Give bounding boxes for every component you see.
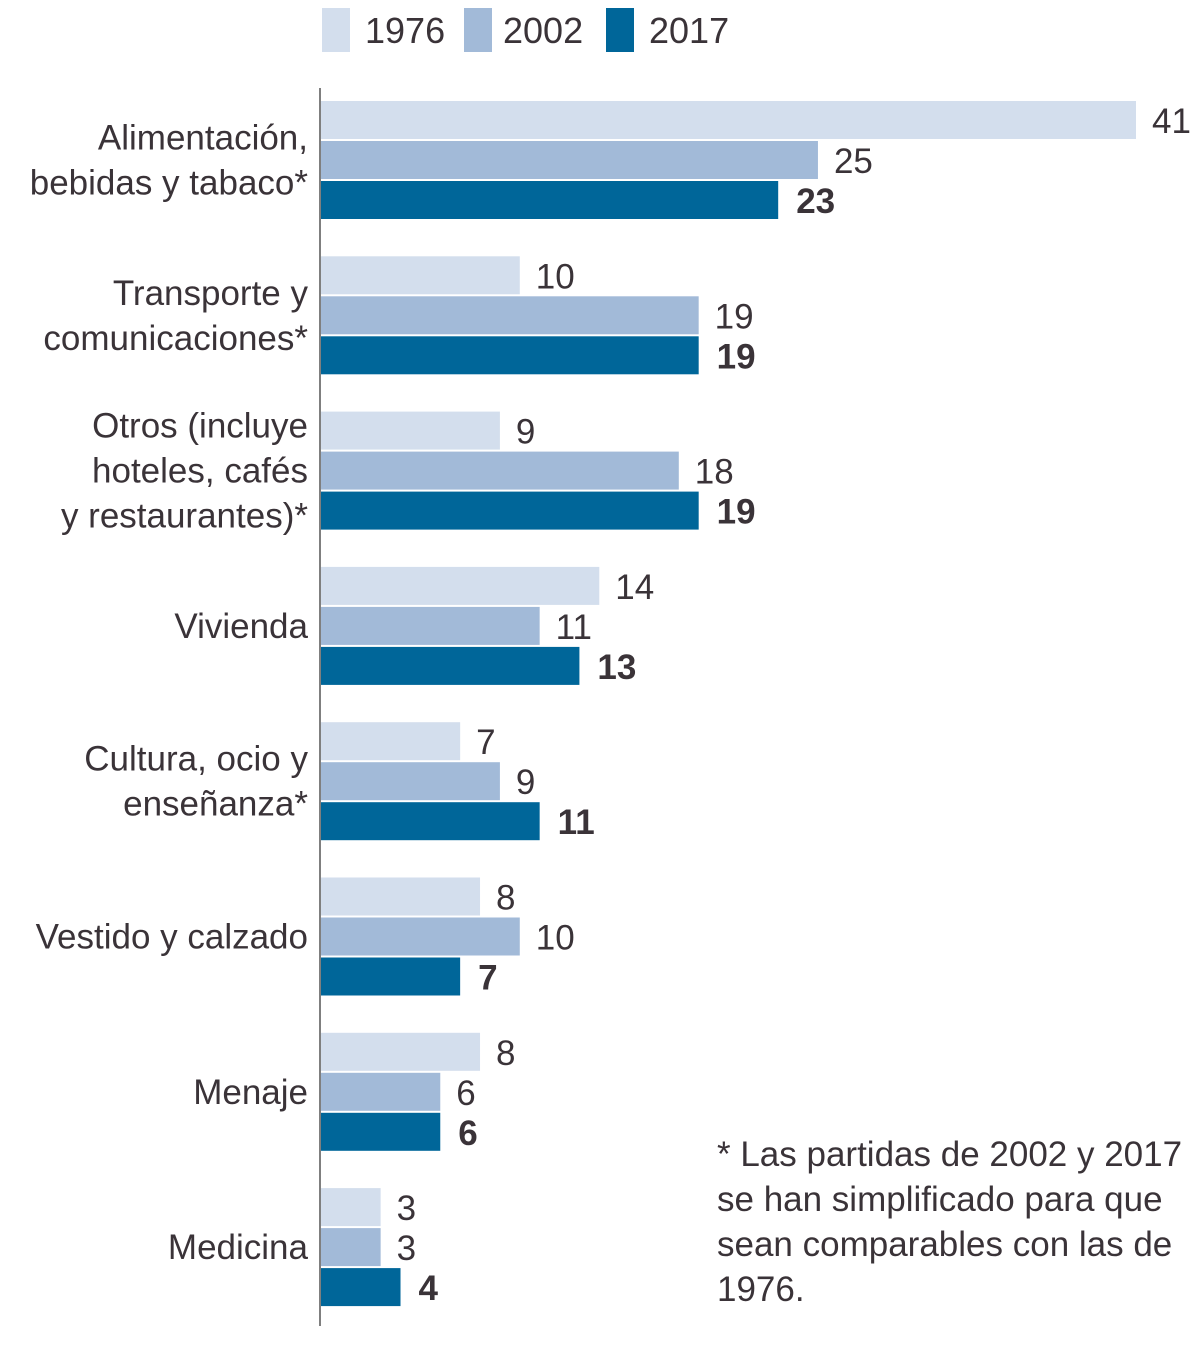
- bar-2002-0: [321, 141, 818, 179]
- bar-2017-1: [321, 336, 699, 375]
- bar-1976-0: [321, 101, 1136, 139]
- legend-swatch-2002: [464, 8, 492, 52]
- bar-1976-1: [321, 256, 520, 295]
- bar-1976-7: [321, 1188, 381, 1227]
- bar-2002-2: [321, 451, 679, 490]
- category-label-5-line-0: Vestido y calzado: [36, 918, 308, 957]
- footnote: * Las partidas de 2002 y 2017 se han sim…: [717, 1135, 1183, 1309]
- value-label-2002-4: 9: [516, 763, 535, 802]
- bar-1976-3: [321, 566, 600, 605]
- bar-2002-7: [321, 1228, 381, 1267]
- value-label-1976-3: 14: [615, 568, 654, 607]
- bar-2002-3: [321, 606, 540, 645]
- value-label-1976-0: 41: [1152, 102, 1191, 141]
- value-label-2017-2: 19: [717, 493, 756, 532]
- category-label-6-line-0: Menaje: [193, 1073, 308, 1112]
- bar-2017-6: [321, 1112, 441, 1151]
- bar-2017-5: [321, 957, 461, 996]
- bar-2017-3: [321, 646, 580, 685]
- value-label-2002-3: 11: [556, 608, 592, 647]
- bar-1976-2: [321, 411, 500, 450]
- bar-1976-5: [321, 877, 481, 916]
- category-label-1-line-1: comunicaciones*: [43, 319, 308, 358]
- legend-label-2017: 2017: [649, 10, 729, 51]
- bar-2017-2: [321, 491, 699, 530]
- value-label-2017-5: 7: [478, 959, 497, 998]
- bar-2017-4: [321, 802, 540, 841]
- category-label-1-line-0: Transporte y: [113, 274, 309, 313]
- legend-swatch-2017: [606, 8, 634, 52]
- value-label-2002-1: 19: [715, 297, 754, 336]
- bar-2002-4: [321, 762, 500, 801]
- value-label-2002-6: 6: [456, 1074, 475, 1113]
- value-label-2002-7: 3: [397, 1229, 416, 1268]
- bar-2017-0: [321, 181, 779, 219]
- bar-2002-6: [321, 1072, 441, 1111]
- bar-1976-4: [321, 722, 461, 761]
- category-label-4-line-0: Cultura, ocio y: [84, 740, 308, 779]
- legend: 1976 2002 2017: [322, 8, 729, 52]
- value-label-2002-2: 18: [695, 453, 734, 492]
- category-label-3-line-0: Vivienda: [174, 607, 308, 646]
- value-label-2002-0: 25: [834, 142, 873, 181]
- value-label-1976-6: 8: [496, 1034, 515, 1073]
- category-label-4-line-1: enseñanza*: [123, 785, 308, 824]
- legend-swatch-1976: [322, 8, 350, 52]
- value-label-1976-1: 10: [536, 257, 575, 296]
- value-label-1976-4: 7: [476, 723, 495, 762]
- category-label-0-line-0: Alimentación,: [98, 119, 308, 158]
- bar-2002-5: [321, 917, 520, 956]
- legend-label-2002: 2002: [503, 10, 583, 51]
- legend-label-1976: 1976: [365, 10, 445, 51]
- category-label-2-line-1: hoteles, cafés: [92, 452, 308, 491]
- bar-2017-7: [321, 1268, 401, 1307]
- category-label-0-line-1: bebidas y tabaco*: [30, 164, 309, 203]
- bar-1976-6: [321, 1032, 481, 1071]
- value-label-2017-4: 11: [558, 803, 595, 842]
- value-label-2017-1: 19: [717, 337, 756, 376]
- value-label-2017-0: 23: [796, 182, 835, 221]
- value-label-2017-6: 6: [458, 1114, 477, 1153]
- value-label-1976-5: 8: [496, 879, 515, 918]
- category-label-2-line-0: Otros (incluye: [92, 407, 308, 446]
- value-label-2002-5: 10: [536, 919, 575, 958]
- value-label-2017-3: 13: [597, 648, 636, 687]
- category-labels: Alimentación, bebidas y tabaco* Transporte…: [30, 119, 309, 1268]
- category-label-2-line-2: y restaurantes)*: [61, 497, 308, 536]
- value-label-1976-7: 3: [397, 1189, 416, 1228]
- category-label-7-line-0: Medicina: [168, 1228, 309, 1267]
- bar-2002-1: [321, 296, 699, 335]
- value-label-2017-7: 4: [419, 1269, 439, 1308]
- value-label-1976-2: 9: [516, 413, 535, 452]
